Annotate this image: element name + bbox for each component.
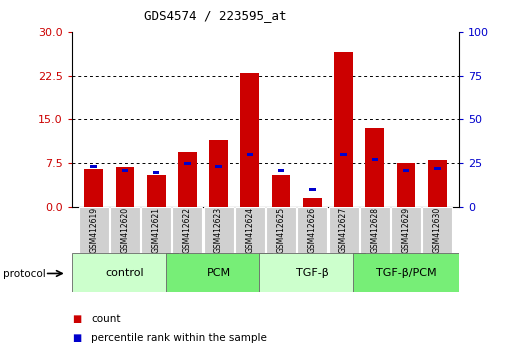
Text: GSM412626: GSM412626 bbox=[308, 207, 317, 253]
Bar bbox=[397, 163, 416, 207]
Bar bbox=[235, 207, 265, 253]
Bar bbox=[391, 207, 421, 253]
Text: PCM: PCM bbox=[207, 268, 231, 278]
Bar bbox=[153, 171, 160, 173]
Bar bbox=[90, 165, 97, 168]
Bar bbox=[247, 153, 253, 156]
Bar bbox=[115, 167, 134, 207]
Bar bbox=[266, 207, 296, 253]
Text: control: control bbox=[106, 268, 144, 278]
Bar bbox=[272, 175, 290, 207]
Bar bbox=[215, 165, 222, 168]
Bar bbox=[353, 253, 459, 292]
Bar bbox=[259, 253, 365, 292]
Bar bbox=[360, 207, 390, 253]
Bar bbox=[178, 152, 197, 207]
Bar bbox=[72, 253, 178, 292]
Bar bbox=[172, 207, 203, 253]
Text: GSM412621: GSM412621 bbox=[152, 207, 161, 253]
Text: count: count bbox=[91, 314, 121, 324]
Bar bbox=[204, 207, 233, 253]
Text: GSM412627: GSM412627 bbox=[339, 207, 348, 253]
Bar bbox=[334, 52, 353, 207]
Text: ■: ■ bbox=[72, 314, 81, 324]
Bar bbox=[403, 169, 409, 172]
Text: GDS4574 / 223595_at: GDS4574 / 223595_at bbox=[144, 9, 287, 22]
Text: GSM412628: GSM412628 bbox=[370, 207, 379, 253]
Bar bbox=[184, 162, 191, 165]
Text: GSM412620: GSM412620 bbox=[121, 207, 129, 253]
Bar bbox=[309, 188, 315, 191]
Bar bbox=[298, 207, 327, 253]
Bar bbox=[371, 158, 378, 161]
Text: GSM412623: GSM412623 bbox=[214, 207, 223, 253]
Bar bbox=[78, 207, 109, 253]
Bar bbox=[209, 140, 228, 207]
Text: GSM412624: GSM412624 bbox=[245, 207, 254, 253]
Bar bbox=[166, 253, 272, 292]
Bar bbox=[340, 153, 347, 156]
Text: GSM412622: GSM412622 bbox=[183, 207, 192, 253]
Bar bbox=[428, 160, 447, 207]
Bar bbox=[110, 207, 140, 253]
Bar bbox=[365, 128, 384, 207]
Bar bbox=[147, 175, 166, 207]
Bar bbox=[141, 207, 171, 253]
Text: ■: ■ bbox=[72, 333, 81, 343]
Bar bbox=[328, 207, 359, 253]
Bar bbox=[241, 73, 259, 207]
Bar bbox=[434, 167, 441, 170]
Bar bbox=[84, 169, 103, 207]
Text: GSM412629: GSM412629 bbox=[402, 207, 410, 253]
Bar bbox=[278, 169, 284, 172]
Text: TGF-β/PCM: TGF-β/PCM bbox=[376, 268, 437, 278]
Bar bbox=[303, 198, 322, 207]
Text: GSM412619: GSM412619 bbox=[89, 207, 98, 253]
Text: GSM412625: GSM412625 bbox=[277, 207, 286, 253]
Bar bbox=[122, 169, 128, 172]
Text: TGF-β: TGF-β bbox=[296, 268, 329, 278]
Text: protocol: protocol bbox=[3, 269, 45, 279]
Bar bbox=[422, 207, 452, 253]
Text: percentile rank within the sample: percentile rank within the sample bbox=[91, 333, 267, 343]
Text: GSM412630: GSM412630 bbox=[433, 207, 442, 253]
